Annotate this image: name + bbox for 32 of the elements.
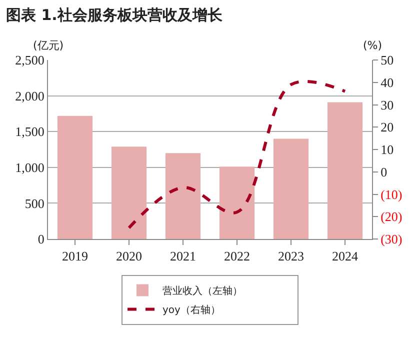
y2-tick-label: 20 [380,120,394,135]
bar [327,102,363,239]
y-tick-label: 2,000 [15,88,44,104]
y2-tick-label: (30) [380,232,402,247]
bar [57,116,93,239]
chart-title: 图表 1.社会服务板块营收及增长 [5,5,224,26]
y-tick-label: 0 [38,232,44,247]
x-tick-label: 2024 [332,248,358,264]
y2-tick-label: (10) [380,186,402,202]
y2-tick-label: 40 [380,74,394,90]
legend-label: 营业收入（左轴） [162,285,242,298]
y2-tick-label: 50 [380,52,394,68]
y2-tick-label: 30 [380,97,394,112]
legend-label: yoy（右轴） [162,304,220,316]
bar [111,146,147,239]
y-tick-label: 1,500 [15,124,44,140]
bar [273,138,309,239]
bar [165,153,201,239]
y2-tick-label: 0 [380,164,388,180]
bar [219,166,255,239]
y-tick-label: 500 [24,196,44,211]
y-tick-label: 1,000 [15,160,44,175]
x-tick-label: 2021 [170,248,196,264]
y-tick-label: 2,500 [15,52,44,68]
x-tick-label: 2020 [116,248,142,264]
y2-tick-label: 10 [380,142,394,158]
y2-axis-title: (%) [363,39,382,52]
x-tick-label: 2019 [62,248,88,264]
y-axis-title: (亿元) [33,39,64,52]
y2-tick-label: (20) [380,209,402,224]
x-tick-label: 2022 [224,248,250,264]
x-tick-label: 2023 [278,248,304,264]
